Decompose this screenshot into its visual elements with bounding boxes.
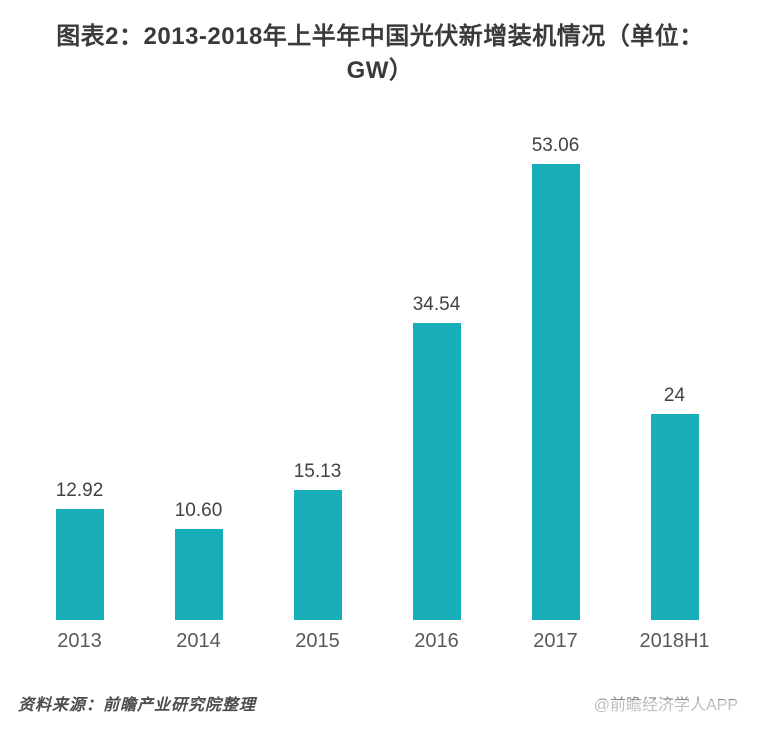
bar-chart: 12.92 10.60 15.13 34.54 53.06 24: [20, 120, 734, 620]
bar-column: 24: [615, 120, 734, 620]
bar-2014: [174, 529, 223, 620]
bar-column: 34.54: [377, 120, 496, 620]
bar-value-label: 15.13: [293, 461, 342, 482]
category-label: 2017: [533, 630, 578, 652]
bar-value-label: 53.06: [531, 135, 580, 156]
source-note: 资料来源：前瞻产业研究院整理: [18, 697, 257, 714]
category-label: 2014: [176, 630, 221, 652]
bar-2016: [412, 323, 461, 620]
bar-column: 10.60: [139, 120, 258, 620]
category-label: 2016: [414, 630, 459, 652]
bar-2013: [55, 509, 104, 620]
bar-2017: [531, 164, 580, 620]
chart-title: 图表2：2013-2018年上半年中国光伏新增装机情况（单位： GW）: [0, 0, 760, 88]
chart-title-line1: 图表2：2013-2018年上半年中国光伏新增装机情况（单位：: [56, 23, 704, 50]
bar-value-label: 34.54: [412, 294, 461, 315]
bar-column: 12.92: [20, 120, 139, 620]
credit-note: @前瞻经济学人APP: [593, 697, 738, 714]
category-label: 2013: [57, 630, 102, 652]
bar-value-label: 24: [663, 385, 686, 406]
chart-title-line2: GW）: [346, 57, 414, 84]
bar-2018H1: [650, 414, 699, 620]
bar-2015: [293, 490, 342, 620]
category-axis: 2013 2014 2015 2016 2017 2018H1: [20, 630, 734, 653]
bar-value-label: 12.92: [55, 480, 104, 501]
chart-footer: 资料来源：前瞻产业研究院整理 @前瞻经济学人APP: [18, 691, 738, 715]
bar-value-label: 10.60: [174, 500, 223, 521]
bar-column: 53.06: [496, 120, 615, 620]
category-label: 2018H1: [639, 630, 710, 652]
bar-column: 15.13: [258, 120, 377, 620]
category-label: 2015: [295, 630, 340, 652]
